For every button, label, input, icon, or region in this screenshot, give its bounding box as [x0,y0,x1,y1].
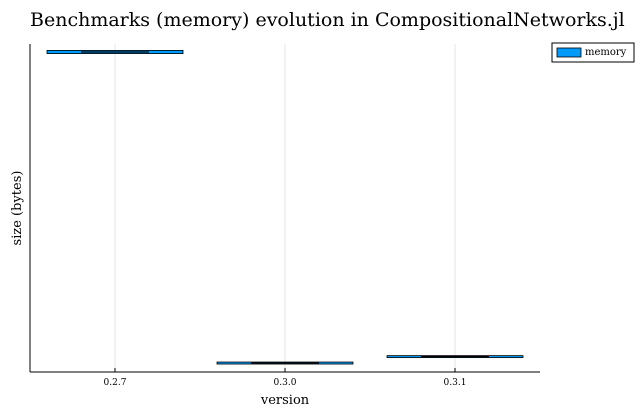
grid-lines [114,44,456,372]
x-ticks: 0.2.7 0.3.0 0.3.1 [104,368,467,388]
legend-swatch-memory [556,47,582,58]
box-series-memory [46,49,524,365]
chart-title: Benchmarks (memory) evolution in Composi… [30,9,625,31]
x-tick-label: 0.3.1 [444,378,467,388]
x-tick-label: 0.2.7 [104,378,127,388]
x-axis-label: version [260,393,310,408]
y-axis-label: size (bytes) [10,171,25,246]
x-tick-label: 0.3.0 [274,378,297,388]
legend-label-memory: memory [585,47,627,58]
legend: memory [551,42,635,63]
